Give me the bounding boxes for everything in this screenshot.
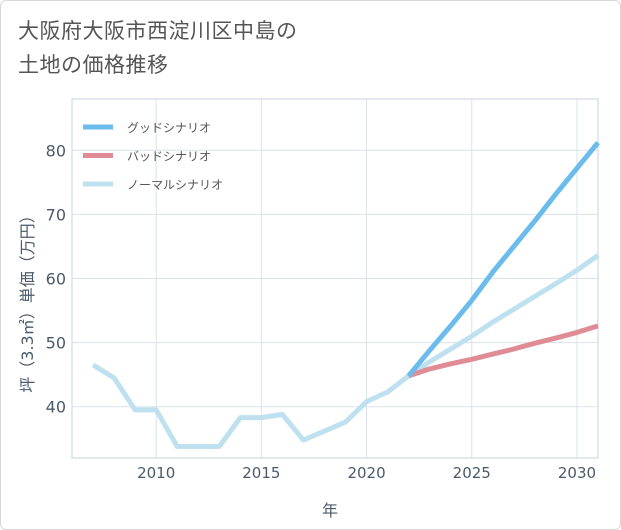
x-tick-label: 2015: [242, 464, 280, 482]
y-tick-label: 70: [46, 205, 66, 224]
legend-label: グッドシナリオ: [127, 121, 211, 135]
series-line: [91, 253, 600, 449]
series-lines: [91, 141, 600, 449]
x-tick-label: 2030: [558, 464, 596, 482]
series-line: [407, 323, 599, 379]
y-tick-labels: 40 50 60 70 80: [46, 141, 66, 416]
x-tick-label: 2020: [347, 464, 385, 482]
y-tick-label: 40: [46, 398, 66, 417]
chart-title-line1: 大阪府大阪市西淀川区中島の: [18, 19, 298, 43]
y-axis-title: 坪（3.3㎡）単価（万円）: [18, 207, 37, 393]
plot-area-frame: [71, 98, 599, 459]
x-axis-title: 年: [322, 501, 339, 520]
y-tick-label: 50: [46, 334, 66, 353]
x-tick-label: 2010: [137, 464, 175, 482]
chart-title-line2: 土地の価格推移: [18, 53, 169, 77]
y-tick-label: 80: [46, 141, 66, 160]
plot-border: [71, 98, 599, 459]
chart-title: 大阪府大阪市西淀川区中島の 土地の価格推移: [18, 14, 298, 82]
legend-label: バッドシナリオ: [127, 150, 211, 164]
series-line: [406, 141, 600, 378]
x-tick-label: 2025: [453, 464, 491, 482]
x-tick-labels: 2010 2015 2020 2025 2030: [137, 464, 596, 482]
legend-label: ノーマルシナリオ: [127, 178, 223, 192]
y-tick-label: 60: [46, 270, 66, 289]
grid-lines: [72, 99, 598, 458]
